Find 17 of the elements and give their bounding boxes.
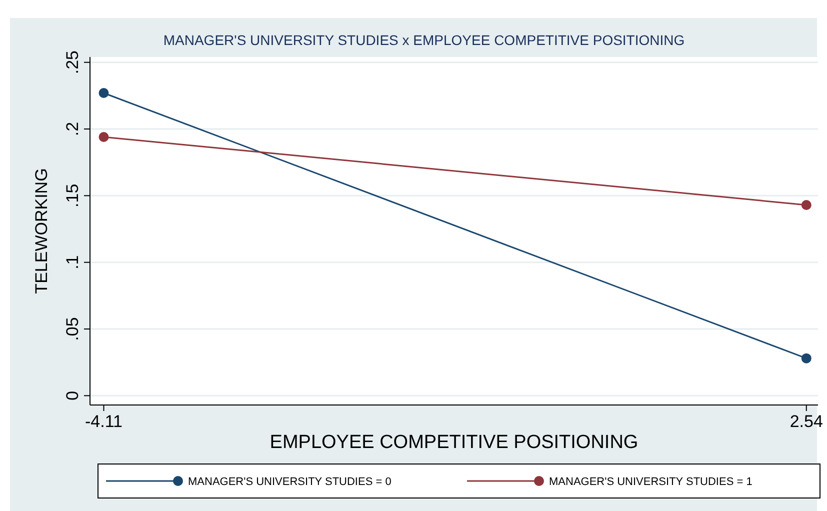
point <box>98 88 109 98</box>
point <box>801 353 812 364</box>
y-axis-title: TELEWORKING <box>32 168 51 294</box>
y-tick-label: .2 <box>63 122 82 136</box>
y-tick-label: .1 <box>63 255 82 270</box>
x-axis-title: EMPLOYEE COMPETITIVE POSITIONING <box>270 432 638 453</box>
point <box>801 200 812 210</box>
y-tick-label: .25 <box>63 50 82 74</box>
x-tick-label: 2.54 <box>790 412 823 431</box>
y-tick-label: .15 <box>63 184 82 208</box>
legend-label: MANAGER'S UNIVERSITY STUDIES = 1 <box>549 476 752 488</box>
chart-title: MANAGER'S UNIVERSITY STUDIES x EMPLOYEE COMPETITIVE POSITIONING <box>163 32 685 48</box>
y-tick-label: 0 <box>63 390 82 400</box>
y-tick-label: .05 <box>63 317 82 341</box>
point <box>98 132 109 142</box>
legend-label: MANAGER'S UNIVERSITY STUDIES = 0 <box>188 476 392 488</box>
x-tick-label: -4.11 <box>84 412 122 431</box>
